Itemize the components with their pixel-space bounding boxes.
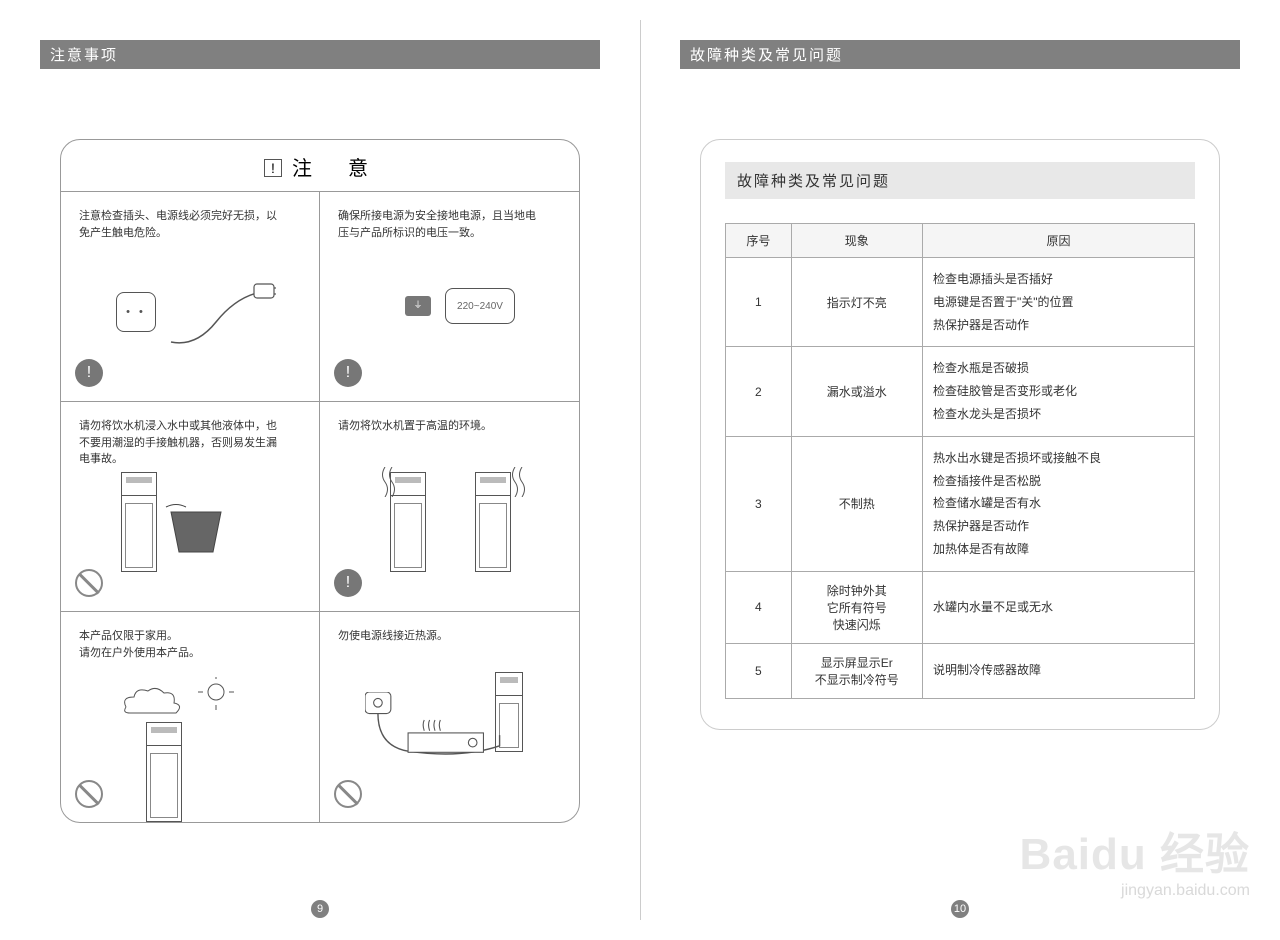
cell-no: 5 (726, 643, 792, 698)
exclaim-icon: ! (334, 569, 362, 597)
caution-cell-1: 注意检查插头、电源线必须完好无损，以免产生触电危险。 ! (61, 192, 320, 402)
cell-symptom: 指示灯不亮 (791, 258, 922, 347)
cell-no: 3 (726, 436, 792, 571)
col-no: 序号 (726, 224, 792, 258)
cell-symptom: 显示屏显示Er 不显示制冷符号 (791, 643, 922, 698)
cell-no: 4 (726, 571, 792, 643)
plug-illustration (116, 262, 309, 389)
cell-text: 请勿将饮水机浸入水中或其他液体中，也不要用潮湿的手接触机器，否则易发生漏电事故。 (79, 418, 279, 468)
voltage-illustration: ⏚ 220~240V (375, 262, 569, 389)
outdoor-illustration (116, 682, 309, 810)
heat-illustration (380, 472, 569, 599)
dispenser-icon (475, 472, 511, 572)
outlet-icon (116, 292, 156, 332)
col-cause: 原因 (922, 224, 1194, 258)
fault-table: 序号 现象 原因 1指示灯不亮检查电源插头是否插好电源键是否置于"关"的位置热保… (725, 223, 1195, 699)
exclaim-icon: ! (75, 359, 103, 387)
page-number-right: 10 (951, 900, 969, 918)
cell-text: 勿使电源线接近热源。 (338, 628, 538, 645)
table-row: 3不制热热水出水键是否损坏或接触不良检查插接件是否松脱检查储水罐是否有水热保护器… (726, 436, 1195, 571)
dispenser-icon (121, 472, 157, 572)
heat-waves-icon (510, 467, 530, 497)
table-row: 4除时钟外其 它所有符号 快速闪烁水罐内水量不足或无水 (726, 571, 1195, 643)
heat-waves-icon (380, 467, 400, 497)
table-header-row: 序号 现象 原因 (726, 224, 1195, 258)
left-header: 注意事项 (40, 40, 600, 69)
stove-illustration (375, 682, 569, 810)
cell-text: 请勿将饮水机置于高温的环境。 (338, 418, 538, 435)
cell-cause: 热水出水键是否损坏或接触不良检查插接件是否松脱检查储水罐是否有水热保护器是否动作… (922, 436, 1194, 571)
caution-title: ! 注 意 (61, 140, 579, 192)
right-header: 故障种类及常见问题 (680, 40, 1240, 69)
dispenser-icon (146, 722, 182, 822)
caution-box: !注 意 注意检查插头、电源线必须完好无损，以免产生触电危险。 ! 确保所接电源 (60, 139, 580, 823)
bucket-icon (161, 502, 231, 562)
cell-text: 确保所接电源为安全接地电源，且当地电压与产品所标识的电压一致。 (338, 208, 538, 241)
table-row: 1指示灯不亮检查电源插头是否插好电源键是否置于"关"的位置热保护器是否动作 (726, 258, 1195, 347)
fault-sub-header: 故障种类及常见问题 (725, 162, 1195, 199)
cell-text: 本产品仅限于家用。 请勿在户外使用本产品。 (79, 628, 279, 661)
cell-cause: 检查电源插头是否插好电源键是否置于"关"的位置热保护器是否动作 (922, 258, 1194, 347)
caution-cell-4: 请勿将饮水机置于高温的环境。 ! (320, 402, 579, 612)
caution-cell-2: 确保所接电源为安全接地电源，且当地电压与产品所标识的电压一致。 ! ⏚ 220~… (320, 192, 579, 402)
stove-cord-icon (365, 692, 505, 778)
left-page: 注意事项 ! 注 意 注意检查插头、电源线必须完好无损，以免产生触电危险。 ! (0, 0, 640, 940)
water-illustration (121, 472, 309, 599)
right-page: 故障种类及常见问题 故障种类及常见问题 序号 现象 原因 1指示灯不亮检查电源插… (640, 0, 1280, 940)
cell-text: 注意检查插头、电源线必须完好无损，以免产生触电危险。 (79, 208, 279, 241)
table-row: 2漏水或溢水检查水瓶是否破损检查硅胶管是否变形或老化检查水龙头是否损坏 (726, 347, 1195, 436)
cell-symptom: 不制热 (791, 436, 922, 571)
clouds-sun-icon (116, 677, 236, 727)
cell-no: 2 (726, 347, 792, 436)
cell-symptom: 漏水或溢水 (791, 347, 922, 436)
plug-wire-icon (166, 282, 276, 352)
exclaim-icon: ! (334, 359, 362, 387)
ground-outlet-icon: ⏚ (405, 296, 431, 316)
warn-triangle-icon: ! (264, 159, 282, 177)
caution-cell-3: 请勿将饮水机浸入水中或其他液体中，也不要用潮湿的手接触机器，否则易发生漏电事故。 (61, 402, 320, 612)
cell-cause: 检查水瓶是否破损检查硅胶管是否变形或老化检查水龙头是否损坏 (922, 347, 1194, 436)
cell-cause: 说明制冷传感器故障 (922, 643, 1194, 698)
caution-cell-5: 本产品仅限于家用。 请勿在户外使用本产品。 (61, 612, 320, 822)
caution-cell-6: 勿使电源线接近热源。 (320, 612, 579, 822)
prohibit-icon (75, 780, 103, 808)
caution-title-text: 注 意 (292, 158, 376, 180)
voltage-label: 220~240V (445, 288, 515, 324)
table-row: 5显示屏显示Er 不显示制冷符号说明制冷传感器故障 (726, 643, 1195, 698)
fault-panel: 故障种类及常见问题 序号 现象 原因 1指示灯不亮检查电源插头是否插好电源键是否… (700, 139, 1220, 730)
page-number-left: 9 (311, 900, 329, 918)
cell-cause: 水罐内水量不足或无水 (922, 571, 1194, 643)
cell-no: 1 (726, 258, 792, 347)
prohibit-icon (334, 780, 362, 808)
prohibit-icon (75, 569, 103, 597)
caution-grid: 注意检查插头、电源线必须完好无损，以免产生触电危险。 ! 确保所接电源为安全接地… (61, 192, 579, 822)
cell-symptom: 除时钟外其 它所有符号 快速闪烁 (791, 571, 922, 643)
col-symptom: 现象 (791, 224, 922, 258)
